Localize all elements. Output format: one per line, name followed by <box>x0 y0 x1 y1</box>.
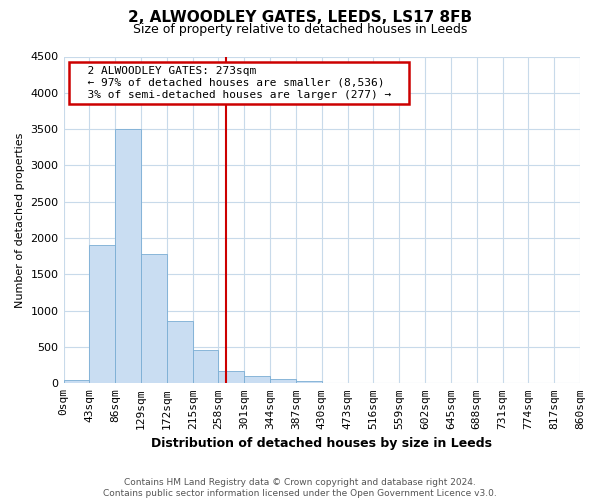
Text: Size of property relative to detached houses in Leeds: Size of property relative to detached ho… <box>133 22 467 36</box>
Bar <box>218 370 244 384</box>
Text: 2, ALWOODLEY GATES, LEEDS, LS17 8FB: 2, ALWOODLEY GATES, LEEDS, LS17 8FB <box>128 10 472 25</box>
Bar <box>244 376 270 384</box>
Bar <box>167 321 193 384</box>
X-axis label: Distribution of detached houses by size in Leeds: Distribution of detached houses by size … <box>151 437 492 450</box>
Bar <box>64 380 89 384</box>
Bar <box>270 379 296 384</box>
Bar <box>89 246 115 384</box>
Bar <box>193 350 218 384</box>
Text: Contains HM Land Registry data © Crown copyright and database right 2024.
Contai: Contains HM Land Registry data © Crown c… <box>103 478 497 498</box>
Bar <box>296 381 322 384</box>
Bar <box>115 129 141 384</box>
Y-axis label: Number of detached properties: Number of detached properties <box>15 132 25 308</box>
Bar <box>141 254 167 384</box>
Bar <box>322 382 347 384</box>
Text: 2 ALWOODLEY GATES: 273sqm  
  ← 97% of detached houses are smaller (8,536)
  3% : 2 ALWOODLEY GATES: 273sqm ← 97% of detac… <box>74 66 404 100</box>
